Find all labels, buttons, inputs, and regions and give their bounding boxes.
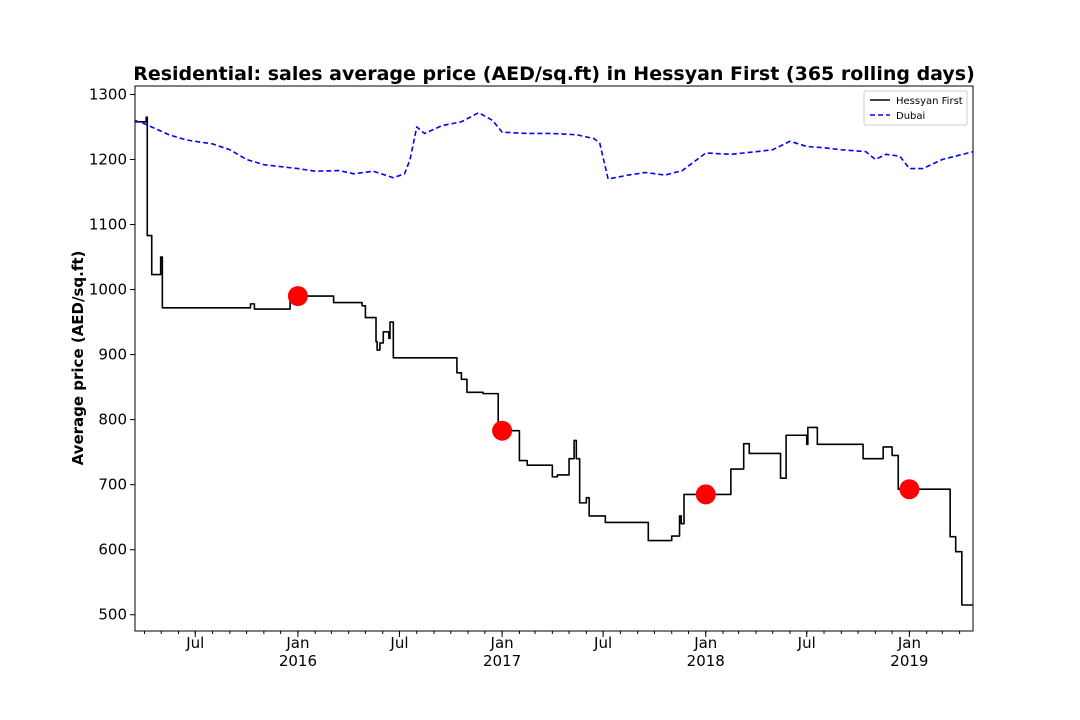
x-tick-label: Jan <box>285 634 309 652</box>
legend-label-dubai: Dubai <box>896 111 925 122</box>
x-tick-year-label: 2016 <box>279 652 317 670</box>
x-tick-label: Jul <box>797 634 816 652</box>
legend: Hessyan First Dubai <box>863 90 968 126</box>
y-tick-label: 1300 <box>89 85 127 103</box>
annual-marker-point <box>899 479 920 500</box>
y-tick-label: 1200 <box>89 150 127 168</box>
annual-marker-point <box>695 484 716 505</box>
x-tick-year-label: 2017 <box>483 652 521 670</box>
legend-label-hessyan-first: Hessyan First <box>896 96 963 107</box>
y-tick-label: 500 <box>98 606 127 624</box>
x-tick-label: Jan <box>490 634 514 652</box>
chart-title: Residential: sales average price (AED/sq… <box>133 63 975 85</box>
marker-layer <box>287 286 920 505</box>
x-tick-label: Jan <box>897 634 921 652</box>
x-tick-year-label: 2019 <box>890 652 928 670</box>
x-tick-label: Jan <box>693 634 717 652</box>
y-tick-label: 800 <box>98 411 127 429</box>
x-tick-label: Jul <box>185 634 204 652</box>
y-axis-label: Average price (AED/sq.ft) <box>69 251 87 466</box>
annual-marker-point <box>287 286 308 307</box>
y-tick-label: 700 <box>98 476 127 494</box>
y-tick-label: 600 <box>98 541 127 559</box>
series-line-hessyan-first <box>135 116 973 606</box>
annual-marker-point <box>492 420 513 441</box>
x-tick-year-label: 2018 <box>687 652 725 670</box>
y-tick-label: 1100 <box>89 216 127 234</box>
series-layer <box>134 111 974 606</box>
y-tick-label: 900 <box>98 346 127 364</box>
series-line-dubai <box>134 111 974 180</box>
plot-frame <box>134 85 974 632</box>
x-tick-label: Jul <box>593 634 612 652</box>
y-axis: 500 600 700 800 900 1000 1100 1200 1300 <box>89 85 135 624</box>
y-tick-label: 1000 <box>89 281 127 299</box>
x-tick-label: Jul <box>389 634 408 652</box>
